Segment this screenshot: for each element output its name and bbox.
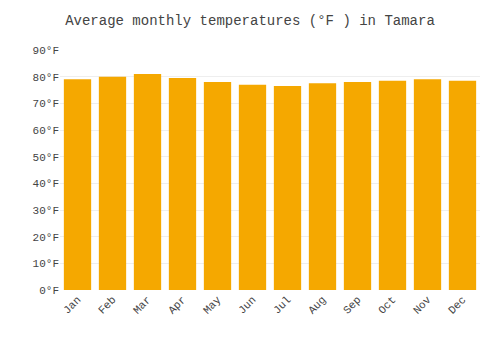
svg-text:40°F: 40°F <box>33 178 59 190</box>
svg-text:30°F: 30°F <box>33 205 59 217</box>
svg-text:Average monthly temperatures (: Average monthly temperatures (°F ) in Ta… <box>65 13 435 29</box>
svg-text:Dec: Dec <box>446 294 468 316</box>
svg-text:Apr: Apr <box>166 294 188 316</box>
svg-text:90°F: 90°F <box>33 45 59 57</box>
svg-text:Aug: Aug <box>306 294 328 316</box>
svg-text:Oct: Oct <box>376 294 398 316</box>
svg-text:10°F: 10°F <box>33 258 59 270</box>
svg-text:Jul: Jul <box>271 294 293 316</box>
svg-text:0°F: 0°F <box>39 285 59 297</box>
svg-text:Mar: Mar <box>131 294 153 316</box>
svg-text:60°F: 60°F <box>33 125 59 137</box>
svg-text:50°F: 50°F <box>33 152 59 164</box>
svg-text:20°F: 20°F <box>33 232 59 244</box>
svg-text:Jun: Jun <box>236 294 258 316</box>
svg-text:70°F: 70°F <box>33 98 59 110</box>
svg-text:Feb: Feb <box>96 294 118 316</box>
svg-text:80°F: 80°F <box>33 72 59 84</box>
svg-text:May: May <box>201 294 224 317</box>
svg-text:Sep: Sep <box>341 294 363 316</box>
svg-text:Jan: Jan <box>61 294 83 316</box>
svg-text:Nov: Nov <box>411 294 434 317</box>
